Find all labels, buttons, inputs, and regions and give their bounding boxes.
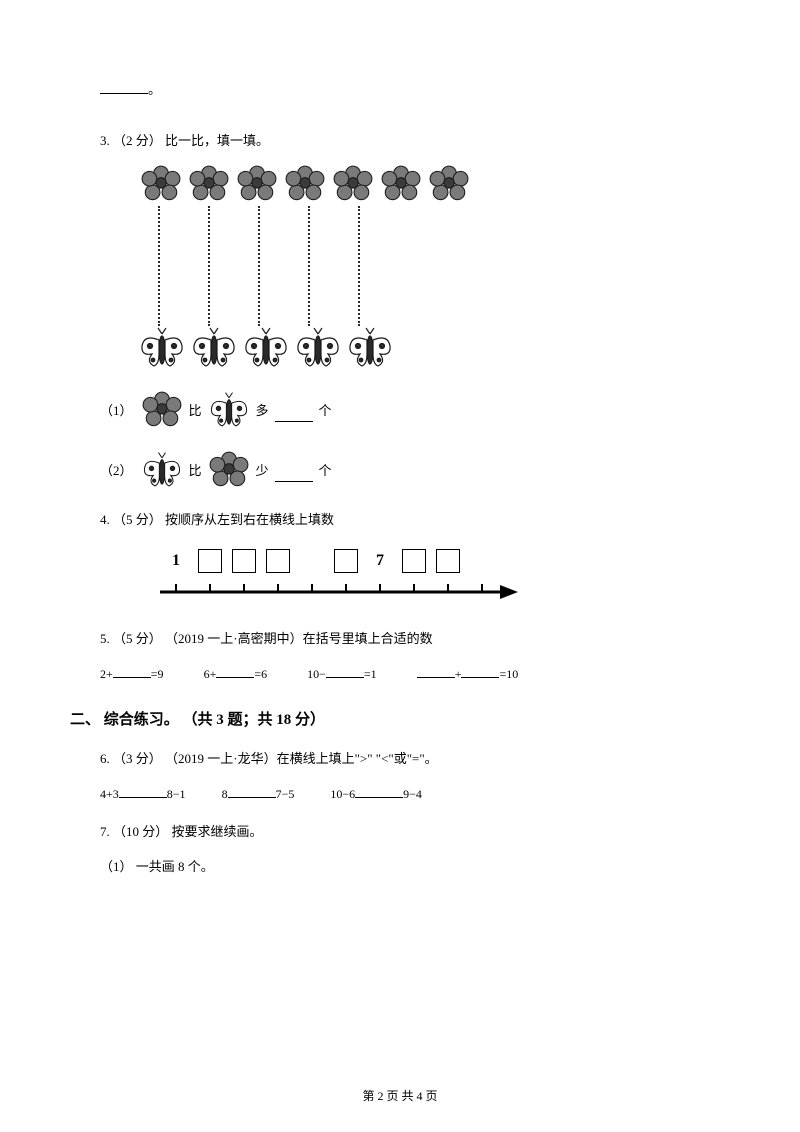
flower-icon: [380, 164, 422, 206]
flower-icon: [332, 164, 374, 206]
dotted-line: [258, 206, 260, 326]
butterfly-icon: [141, 450, 183, 492]
box: [266, 549, 290, 573]
flower-icon: [140, 164, 182, 206]
blank: [119, 784, 167, 798]
text-ge: 个: [319, 461, 332, 482]
blank: [461, 664, 499, 678]
question-6: 6. （3 分） （2019 一上·龙华）在横线上填上">" "<"或"="。 …: [100, 749, 730, 804]
q3-sub1: （1） 比 多 个: [100, 390, 730, 432]
sub-label: （1）: [100, 401, 133, 422]
eq2: 6+=6: [204, 664, 268, 684]
blank: [326, 664, 364, 678]
flower-icon: [141, 390, 183, 432]
top-blank: 。: [100, 80, 730, 101]
q3-sub2: （2） 比 少 个: [100, 450, 730, 492]
text-bi: 比: [189, 461, 202, 482]
eq4: +=10: [417, 664, 519, 684]
blank: [216, 664, 254, 678]
page-footer: 第 2 页 共 4 页: [0, 1087, 800, 1104]
q5-equations: 2+=9 6+=6 10−=1 +=10: [100, 664, 730, 684]
eq1: 4+38−1: [100, 784, 186, 804]
dotted-line: [308, 206, 310, 326]
butterfly-icon: [294, 326, 342, 372]
question-3: 3. （2 分） 比一比，填一填。 （1） 比 多 个 （2） 比: [100, 131, 730, 492]
butterflies-row: [138, 326, 730, 372]
text-shao: 少: [256, 461, 269, 482]
dotted-line: [358, 206, 360, 326]
blank: [417, 664, 455, 678]
q5-header: 5. （5 分） （2019 一上·高密期中）在括号里填上合适的数: [100, 629, 730, 650]
flower-icon: [236, 164, 278, 206]
butterfly-icon: [208, 390, 250, 432]
text-ge: 个: [319, 401, 332, 422]
blank: [113, 664, 151, 678]
number-line-axis: [160, 578, 520, 604]
q6-header: 6. （3 分） （2019 一上·龙华）在横线上填上">" "<"或"="。: [100, 749, 730, 770]
q7-sub1: （1） 一共画 8 个。: [100, 857, 730, 878]
question-5: 5. （5 分） （2019 一上·高密期中）在括号里填上合适的数 2+=9 6…: [100, 629, 730, 684]
flowers-row: [140, 164, 730, 206]
sub-label: （2）: [100, 461, 133, 482]
number-line: 1 7: [160, 548, 730, 610]
text-bi: 比: [189, 401, 202, 422]
period: 。: [148, 82, 161, 97]
butterfly-icon: [190, 326, 238, 372]
box: [198, 549, 222, 573]
section-2-header: 二、 综合练习。 （共 3 题；共 18 分）: [70, 708, 730, 729]
flower-icon: [428, 164, 470, 206]
eq3: 10−=1: [307, 664, 377, 684]
num-1: 1: [164, 548, 188, 574]
q7-header: 7. （10 分） 按要求继续画。: [100, 822, 730, 843]
box: [232, 549, 256, 573]
box: [334, 549, 358, 573]
blank: [355, 784, 403, 798]
dotted-lines: [158, 206, 730, 326]
q6-equations: 4+38−1 87−5 10−69−4: [100, 784, 730, 804]
flower-icon: [188, 164, 230, 206]
flower-icon: [284, 164, 326, 206]
text-duo: 多: [256, 401, 269, 422]
number-line-labels: 1 7: [164, 548, 730, 574]
eq1: 2+=9: [100, 664, 164, 684]
butterfly-icon: [242, 326, 290, 372]
q4-header: 4. （5 分） 按顺序从左到右在横线上填数: [100, 510, 730, 531]
butterfly-icon: [138, 326, 186, 372]
eq3: 10−69−4: [330, 784, 422, 804]
blank: [275, 408, 313, 422]
blank: [228, 784, 276, 798]
eq2: 87−5: [222, 784, 295, 804]
question-4: 4. （5 分） 按顺序从左到右在横线上填数 1 7: [100, 510, 730, 611]
box: [402, 549, 426, 573]
dotted-line: [208, 206, 210, 326]
q3-header: 3. （2 分） 比一比，填一填。: [100, 131, 730, 152]
blank: [275, 468, 313, 482]
num-7: 7: [368, 548, 392, 574]
blank: [100, 80, 148, 94]
flower-icon: [208, 450, 250, 492]
box: [436, 549, 460, 573]
butterfly-icon: [346, 326, 394, 372]
question-7: 7. （10 分） 按要求继续画。 （1） 一共画 8 个。: [100, 822, 730, 878]
dotted-line: [158, 206, 160, 326]
